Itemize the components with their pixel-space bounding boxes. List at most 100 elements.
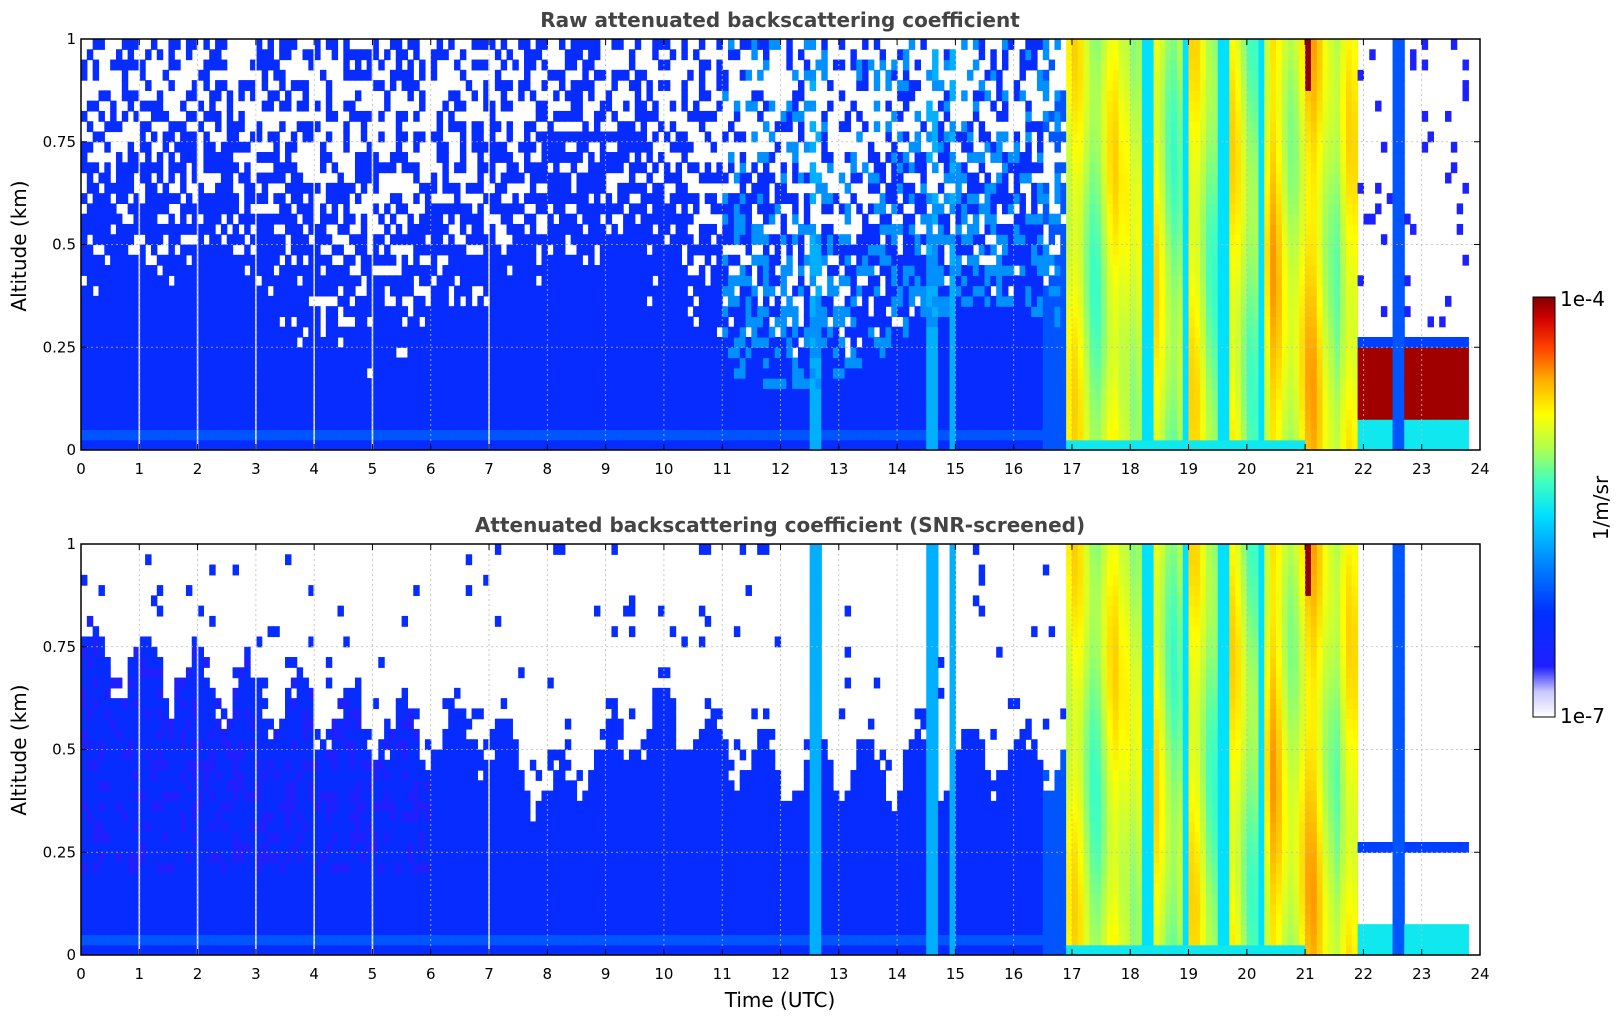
heatmap-cell xyxy=(996,69,1003,81)
heatmap-cell xyxy=(244,141,251,153)
heatmap-cell xyxy=(675,223,683,235)
heatmap-cell xyxy=(471,121,478,133)
heatmap-cell xyxy=(932,121,939,133)
heatmap-cell xyxy=(873,223,881,235)
heatmap-cell xyxy=(640,141,648,153)
heatmap-cell xyxy=(477,121,484,133)
heatmap-cell xyxy=(1002,388,1009,400)
heatmap-cell xyxy=(576,254,583,266)
heatmap-cell xyxy=(553,110,560,122)
heatmap-cell xyxy=(331,203,339,215)
heatmap-cell xyxy=(308,59,315,71)
heatmap-cell xyxy=(308,398,315,410)
heatmap-cell xyxy=(296,244,304,256)
heatmap-cell xyxy=(454,90,461,102)
heatmap-cell xyxy=(972,419,980,431)
heatmap-cell xyxy=(902,295,910,307)
heatmap-cell xyxy=(524,326,531,338)
heatmap-cell xyxy=(763,357,770,369)
heatmap-cell xyxy=(395,59,403,71)
heatmap-cell xyxy=(389,213,397,225)
heatmap-cell xyxy=(879,398,887,410)
heatmap-cell xyxy=(180,131,187,143)
heatmap-cell xyxy=(862,254,869,266)
heatmap-cell xyxy=(156,285,164,297)
heatmap-cell xyxy=(733,49,741,61)
heatmap-cell xyxy=(308,419,315,431)
heatmap-cell xyxy=(430,357,438,369)
heatmap-cell xyxy=(1019,172,1026,184)
heatmap-cell xyxy=(529,295,537,307)
heatmap-cell xyxy=(885,347,892,359)
heatmap-cell xyxy=(751,254,758,266)
heatmap-cell xyxy=(716,388,723,400)
heatmap-cell xyxy=(238,388,245,400)
heatmap-cell xyxy=(354,419,362,431)
heatmap-cell xyxy=(768,398,776,410)
heatmap-cell xyxy=(302,49,309,61)
heatmap-cell xyxy=(564,254,572,266)
heatmap-cell xyxy=(722,69,729,81)
heatmap-cell xyxy=(1019,162,1026,174)
heatmap-cell xyxy=(774,439,782,450)
heatmap-cell xyxy=(757,234,764,246)
heatmap-cell xyxy=(232,275,239,287)
heatmap-cell xyxy=(704,367,712,379)
heatmap-cell xyxy=(693,275,700,287)
heatmap-cell xyxy=(430,306,438,318)
heatmap-cell xyxy=(1019,285,1026,297)
heatmap-cell xyxy=(436,336,444,348)
heatmap-cell xyxy=(285,254,292,266)
heatmap-cell xyxy=(646,285,653,297)
heatmap-cell xyxy=(1066,100,1073,112)
heatmap-cell xyxy=(687,244,694,256)
heatmap-cell xyxy=(978,121,986,133)
heatmap-cell xyxy=(937,141,945,153)
heatmap-cell xyxy=(279,285,286,297)
heatmap-cell xyxy=(751,429,758,441)
heatmap-cell xyxy=(401,398,409,410)
heatmap-cell xyxy=(646,367,653,379)
heatmap-cell xyxy=(844,357,852,369)
heatmap-cell xyxy=(325,254,333,266)
heatmap-cell xyxy=(238,90,245,102)
heatmap-cell xyxy=(757,39,764,50)
heatmap-cell xyxy=(401,306,409,318)
heatmap-cell xyxy=(209,347,216,359)
heatmap-cell xyxy=(424,388,432,400)
heatmap-cell xyxy=(465,234,473,246)
heatmap-cell xyxy=(803,357,811,369)
heatmap-cell xyxy=(937,254,945,266)
heatmap-cell xyxy=(920,316,927,328)
heatmap-cell xyxy=(1013,254,1021,266)
heatmap-cell xyxy=(832,316,840,328)
heatmap-cell xyxy=(471,90,478,102)
heatmap-cell xyxy=(220,398,228,410)
heatmap-cell xyxy=(634,110,642,122)
heatmap-cell xyxy=(850,265,857,276)
heatmap-cell xyxy=(710,357,717,369)
heatmap-cell xyxy=(897,49,904,61)
heatmap-cell xyxy=(419,295,426,307)
heatmap-cell xyxy=(733,439,741,450)
heatmap-cell xyxy=(914,378,921,389)
heatmap-cell xyxy=(401,265,409,276)
heatmap-cell xyxy=(413,367,420,379)
heatmap-cell xyxy=(1048,316,1056,328)
heatmap-cell xyxy=(524,193,531,205)
heatmap-cell xyxy=(401,110,409,122)
heatmap-cell xyxy=(197,347,205,359)
heatmap-cell xyxy=(576,172,583,184)
heatmap-cell xyxy=(599,357,607,369)
heatmap-cell xyxy=(424,265,432,276)
heatmap-cell xyxy=(722,429,729,441)
heatmap-cell xyxy=(698,357,706,369)
heatmap-cell xyxy=(331,419,339,431)
heatmap-cell xyxy=(1007,347,1015,359)
heatmap-cell xyxy=(733,398,741,410)
heatmap-cell xyxy=(308,182,315,194)
heatmap-cell xyxy=(1031,295,1038,307)
heatmap-cell xyxy=(652,306,659,318)
heatmap-cell xyxy=(751,316,758,328)
heatmap-cell xyxy=(821,295,828,307)
